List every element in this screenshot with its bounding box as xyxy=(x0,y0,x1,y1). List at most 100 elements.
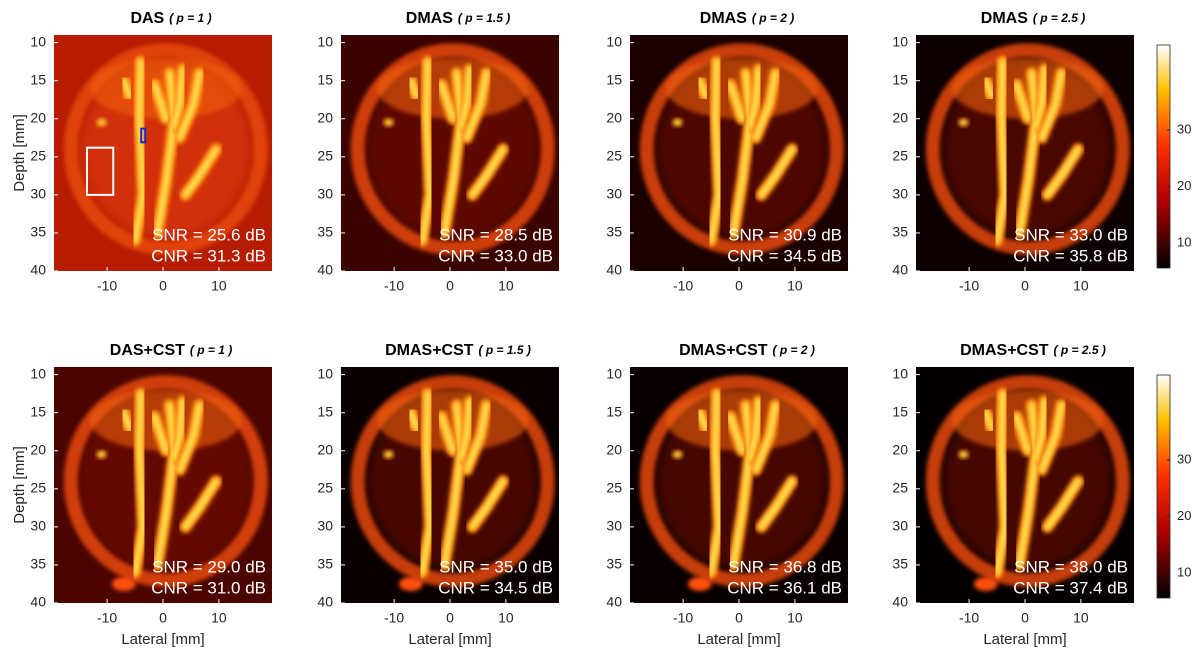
y-tick-label: 35 xyxy=(317,556,333,572)
y-tick-label: 25 xyxy=(317,148,333,164)
x-tick-label: -10 xyxy=(959,610,979,626)
metric-annotation: SNR = 25.6 dB xyxy=(152,225,266,244)
title-param: ( p = 1 ) xyxy=(169,11,211,25)
x-tick-label: -10 xyxy=(384,278,404,294)
y-tick-label: 40 xyxy=(892,594,908,610)
y-tick-label: 10 xyxy=(30,33,46,49)
x-tick-label: 0 xyxy=(446,610,454,626)
x-axis-label: Lateral [mm] xyxy=(697,631,780,648)
metric-annotation: CNR = 35.8 dB xyxy=(1013,246,1128,265)
y-tick-label: 35 xyxy=(30,556,46,572)
metric-annotation: SNR = 30.9 dB xyxy=(728,225,842,244)
y-tick-label: 20 xyxy=(892,109,908,125)
metric-annotation: CNR = 33.0 dB xyxy=(438,246,553,265)
colorbar-tick-label: 10 xyxy=(1177,235,1191,250)
y-tick-label: 40 xyxy=(892,262,908,278)
vessel-spot xyxy=(673,119,683,127)
bottom-spot xyxy=(688,577,712,591)
y-tick-label: 15 xyxy=(317,403,333,419)
y-tick-label: 15 xyxy=(606,71,622,87)
y-tick-label: 15 xyxy=(317,71,333,87)
y-tick-label: 35 xyxy=(892,556,908,572)
metric-annotation: SNR = 36.8 dB xyxy=(728,557,842,576)
y-tick-label: 30 xyxy=(30,518,46,534)
vessel-spot xyxy=(673,451,683,459)
x-tick-label: -10 xyxy=(959,278,979,294)
metric-annotation: CNR = 34.5 dB xyxy=(438,578,553,597)
y-tick-label: 30 xyxy=(317,186,333,202)
y-tick-label: 10 xyxy=(606,365,622,381)
title-param: ( p = 1.5 ) xyxy=(479,343,531,357)
y-tick-label: 15 xyxy=(606,403,622,419)
title-param: ( p = 2 ) xyxy=(752,11,794,25)
colorbar-gradient xyxy=(1157,375,1170,598)
bottom-spot xyxy=(974,577,998,591)
x-tick-label: -10 xyxy=(384,610,404,626)
x-tick-label: 0 xyxy=(1021,278,1029,294)
colorbar-tick-label: 30 xyxy=(1177,121,1191,136)
x-tick-label: -10 xyxy=(673,278,693,294)
metric-annotation: SNR = 29.0 dB xyxy=(152,557,266,576)
y-tick-label: 10 xyxy=(892,365,908,381)
y-tick-label: 10 xyxy=(892,33,908,49)
y-tick-label: 15 xyxy=(892,71,908,87)
x-tick-label: 10 xyxy=(498,278,514,294)
title-text: DAS+CST xyxy=(110,342,185,359)
x-tick-label: 0 xyxy=(1021,610,1029,626)
vessel-spot xyxy=(384,451,394,459)
y-tick-label: 25 xyxy=(606,480,622,496)
y-tick-label: 30 xyxy=(606,186,622,202)
x-axis-label: Lateral [mm] xyxy=(408,631,491,648)
metric-annotation: CNR = 36.1 dB xyxy=(727,578,842,597)
y-tick-label: 40 xyxy=(606,262,622,278)
x-axis-label: Lateral [mm] xyxy=(121,631,204,648)
y-tick-label: 40 xyxy=(317,262,333,278)
panel-title: DAS( p = 1 ) xyxy=(130,10,211,27)
x-tick-label: -10 xyxy=(97,278,117,294)
y-tick-label: 10 xyxy=(317,365,333,381)
vessel-spot xyxy=(97,119,107,127)
y-tick-label: 35 xyxy=(606,556,622,572)
x-tick-label: 10 xyxy=(211,610,227,626)
colorbar-tick-label: 30 xyxy=(1177,451,1191,466)
y-tick-label: 25 xyxy=(892,480,908,496)
title-text: DMAS xyxy=(700,10,747,27)
panel-title: DAS+CST( p = 1 ) xyxy=(110,342,232,359)
y-tick-label: 20 xyxy=(30,109,46,125)
title-text: DMAS xyxy=(406,10,453,27)
title-param: ( p = 1.5 ) xyxy=(458,11,510,25)
y-tick-label: 10 xyxy=(30,365,46,381)
title-text: DMAS+CST xyxy=(960,342,1049,359)
title-text: DMAS+CST xyxy=(385,342,474,359)
y-tick-label: 15 xyxy=(892,403,908,419)
title-param: ( p = 2 ) xyxy=(773,343,815,357)
x-tick-label: 10 xyxy=(1073,278,1089,294)
y-tick-label: 20 xyxy=(30,441,46,457)
vessel-spot xyxy=(384,119,394,127)
y-tick-label: 10 xyxy=(606,33,622,49)
metric-annotation: CNR = 31.3 dB xyxy=(151,246,266,265)
metric-annotation: SNR = 35.0 dB xyxy=(439,557,553,576)
y-tick-label: 35 xyxy=(606,224,622,240)
x-tick-label: 10 xyxy=(787,278,803,294)
y-tick-label: 20 xyxy=(317,109,333,125)
x-tick-label: 10 xyxy=(211,278,227,294)
x-tick-label: 0 xyxy=(159,278,167,294)
metric-annotation: SNR = 38.0 dB xyxy=(1014,557,1128,576)
y-tick-label: 30 xyxy=(892,186,908,202)
y-tick-label: 30 xyxy=(606,518,622,534)
y-tick-label: 20 xyxy=(606,441,622,457)
y-tick-label: 25 xyxy=(892,148,908,164)
panel-title: DMAS+CST ( p = 1.5 ) xyxy=(385,342,531,359)
colorbar-tick-label: 20 xyxy=(1177,508,1191,523)
y-tick-label: 25 xyxy=(606,148,622,164)
title-text: DMAS xyxy=(981,10,1028,27)
title-param: ( p = 2.5 ) xyxy=(1033,11,1085,25)
figure: 10 15 20 25 30 35 40 -10 0 10 DAS( p = 1 ) SNR = 25… xyxy=(0,0,1196,652)
y-axis-label: Depth [mm] xyxy=(11,114,28,192)
y-axis-label: Depth [mm] xyxy=(11,446,28,524)
